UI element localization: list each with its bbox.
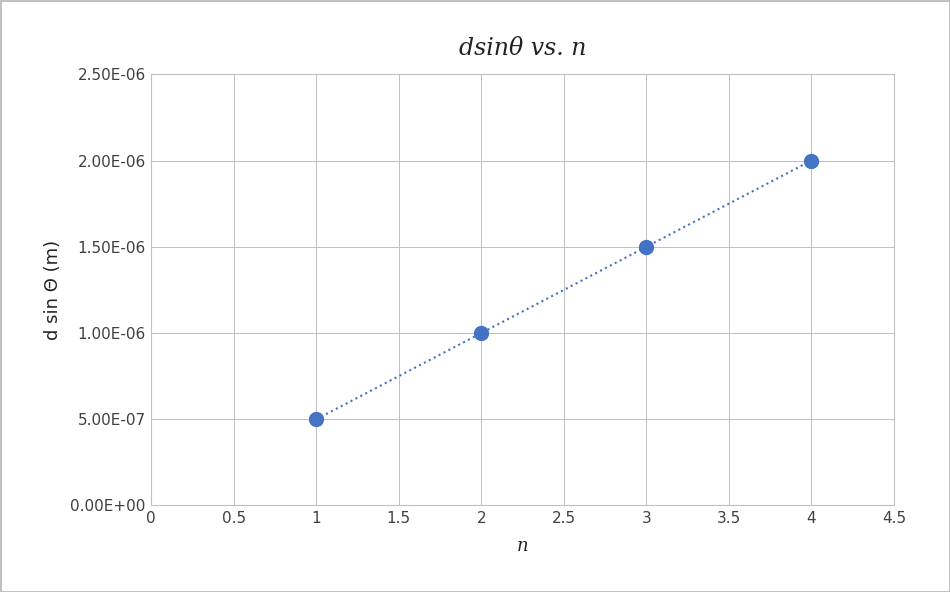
Point <box>638 242 654 252</box>
Title: dsinθ vs. n: dsinθ vs. n <box>459 37 586 60</box>
Point <box>309 414 324 424</box>
Y-axis label: d sin Θ (m): d sin Θ (m) <box>44 240 62 340</box>
Point <box>474 329 489 338</box>
Point <box>804 156 819 165</box>
X-axis label: n: n <box>517 537 528 555</box>
